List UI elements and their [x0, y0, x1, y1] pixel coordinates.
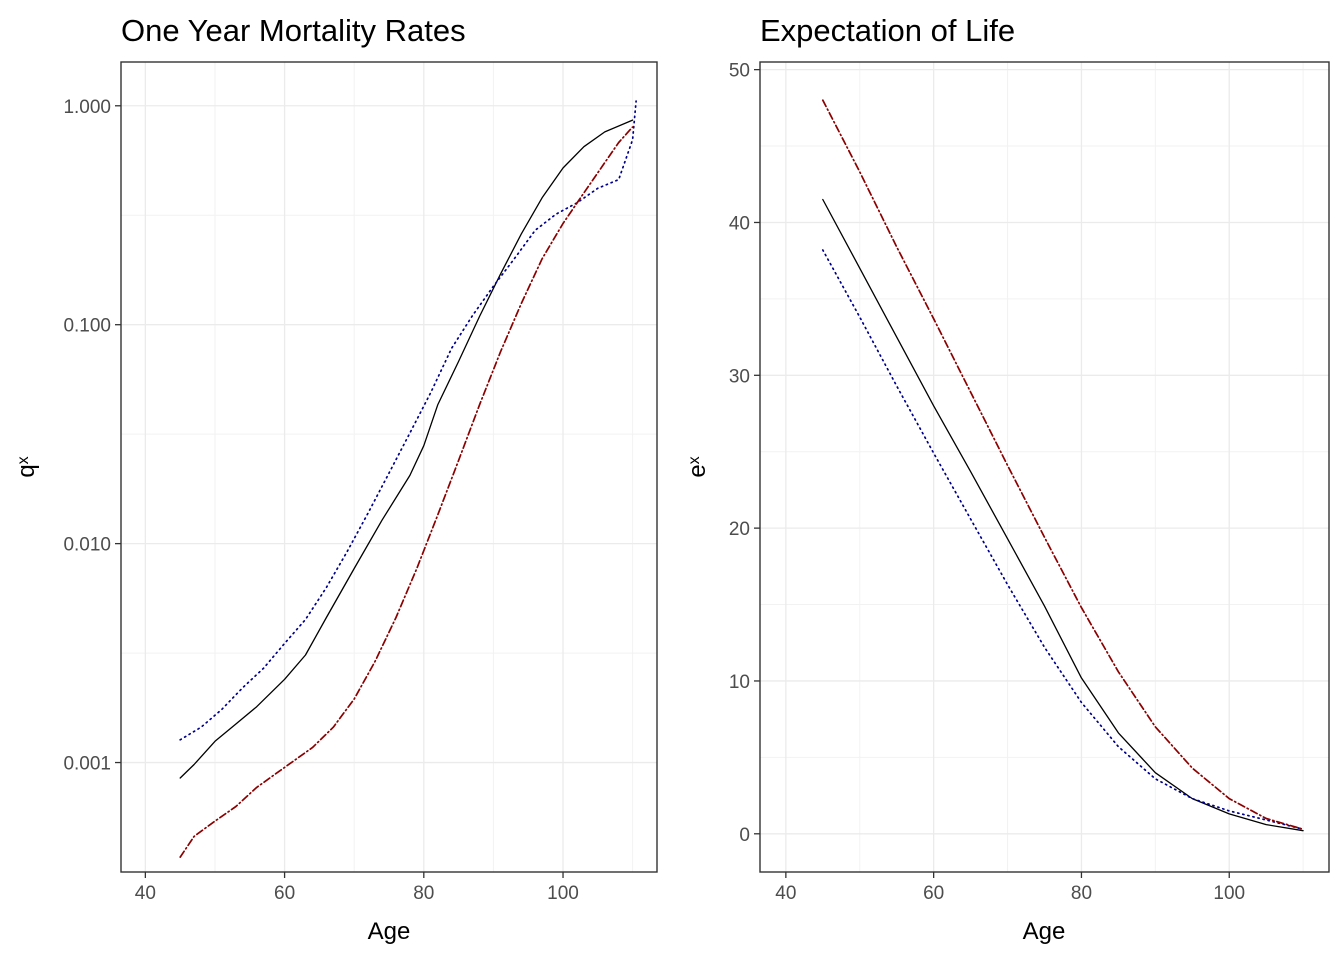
y-tick-label: 20: [729, 519, 750, 540]
panel-border: [759, 61, 1330, 873]
x-tick-label: 40: [775, 883, 796, 904]
x-tick-label: 80: [1071, 883, 1092, 904]
chart-title: One Year Mortality Rates: [121, 13, 466, 48]
y-tick-label: 50: [729, 61, 750, 82]
series-line-0: [179, 119, 634, 779]
grid: [121, 62, 657, 872]
panel-border: [120, 61, 658, 873]
x-tick-label: 40: [135, 883, 156, 904]
y-axis-title-base: q: [13, 464, 40, 477]
y-tick-label: 0.010: [63, 535, 111, 556]
axis-ticks: 40 60 80 100 0.001 0.010 0.100 1.000: [63, 97, 578, 904]
series-line-2: [179, 126, 634, 858]
y-tick-label: 1.000: [63, 97, 111, 118]
series-line-1: [179, 100, 637, 741]
x-tick-label: 60: [923, 883, 944, 904]
y-tick-label: 0.100: [63, 316, 111, 337]
x-axis-title: Age: [368, 918, 411, 945]
series-group: [821, 99, 1304, 832]
axis-ticks: 40 60 80 100 0 10 20 30 40 50: [729, 61, 1245, 904]
series-line-2: [821, 99, 1304, 831]
x-axis-title: Age: [1023, 918, 1066, 945]
series-line-0: [822, 198, 1304, 832]
y-tick-label: 0.001: [63, 754, 111, 775]
series-group: [179, 100, 637, 858]
life-expectancy-panel: Expectation of Life 40 60 80 100 0 10 20 30 40 50…: [684, 13, 1330, 945]
y-axis-title-subscript: x: [15, 456, 32, 464]
y-tick-label: 30: [729, 366, 750, 387]
chart-title: Expectation of Life: [760, 13, 1015, 48]
x-tick-label: 100: [1213, 883, 1245, 904]
x-tick-label: 80: [413, 883, 434, 904]
mortality-rates-panel: One Year Mortality Rates 40 60 80 100 0.001 0…: [13, 13, 658, 945]
series-line-1: [821, 249, 1304, 831]
y-tick-label: 0: [739, 825, 750, 846]
x-tick-label: 100: [547, 883, 579, 904]
y-tick-label: 40: [729, 213, 750, 234]
y-axis-title-subscript: x: [686, 456, 703, 464]
y-axis-title: ex: [684, 456, 711, 477]
y-axis-title: qx: [13, 456, 40, 477]
y-tick-label: 10: [729, 672, 750, 693]
x-tick-label: 60: [274, 883, 295, 904]
grid: [760, 62, 1329, 872]
y-axis-title-base: e: [684, 464, 711, 477]
